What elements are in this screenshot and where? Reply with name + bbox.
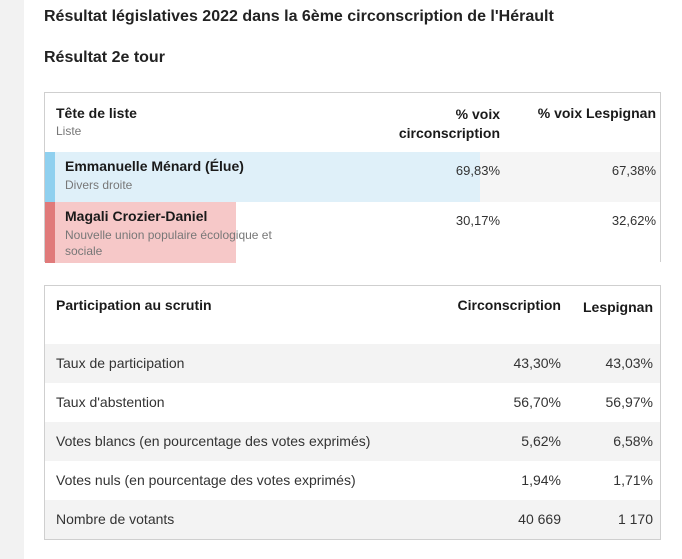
candidate-vote-city: 67,38% — [611, 163, 656, 178]
participation-row: Taux d'abstention 56,70% 56,97% — [45, 383, 660, 422]
row-value-circ: 56,70% — [513, 394, 561, 410]
vote-share-bar — [45, 152, 480, 202]
header-vote-city: % voix Lespignan — [537, 105, 656, 121]
header-vote-circ: % voix circonscription — [398, 106, 500, 141]
row-label: Votes nuls (en pourcentage des votes exp… — [56, 472, 356, 488]
participation-row: Taux de participation 43,30% 43,03% — [45, 344, 660, 383]
candidate-name: Emmanuelle Ménard (Élue) — [65, 158, 244, 174]
header-participation: Participation au scrutin — [56, 297, 212, 313]
header-circonscription: Circonscription — [457, 297, 561, 313]
page: Résultat législatives 2022 dans la 6ème … — [24, 0, 682, 559]
candidate-row: Magali Crozier-Daniel Nouvelle union pop… — [45, 202, 660, 263]
results-table-header: Tête de liste Liste % voix circonscripti… — [45, 93, 660, 152]
candidate-vote-circ: 30,17% — [455, 213, 500, 228]
section-subtitle: Résultat 2e tour — [44, 49, 165, 66]
party-color-stripe — [45, 202, 55, 263]
row-value-city: 56,97% — [605, 394, 653, 410]
row-value-circ: 5,62% — [521, 433, 561, 449]
candidate-vote-city: 32,62% — [611, 213, 656, 228]
row-label: Taux d'abstention — [56, 394, 165, 410]
row-value-city: 1 170 — [617, 511, 653, 527]
participation-table: Participation au scrutin Circonscription… — [44, 285, 661, 540]
candidate-name: Magali Crozier-Daniel — [65, 208, 208, 224]
candidate-party: Nouvelle union populaire écologique et s… — [65, 228, 272, 258]
row-label: Taux de participation — [56, 355, 185, 371]
candidate-party: Divers droite — [65, 178, 133, 192]
header-city: Lespignan — [582, 299, 653, 315]
candidate-vote-circ: 69,83% — [455, 163, 500, 178]
vote-share-bar — [45, 202, 236, 263]
row-value-circ: 43,30% — [513, 355, 561, 371]
participation-table-header: Participation au scrutin Circonscription… — [45, 286, 660, 344]
header-list-head: Tête de liste — [56, 105, 137, 121]
participation-row: Votes blancs (en pourcentage des votes e… — [45, 422, 660, 461]
party-color-stripe — [45, 152, 55, 202]
participation-row: Nombre de votants 40 669 1 170 — [45, 500, 660, 539]
row-label: Nombre de votants — [56, 511, 175, 527]
results-table: Tête de liste Liste % voix circonscripti… — [44, 92, 661, 263]
row-value-city: 1,71% — [613, 472, 653, 488]
row-value-city: 6,58% — [613, 433, 653, 449]
participation-row: Votes nuls (en pourcentage des votes exp… — [45, 461, 660, 500]
row-value-circ: 40 669 — [518, 511, 561, 527]
row-value-city: 43,03% — [605, 355, 653, 371]
row-value-circ: 1,94% — [521, 472, 561, 488]
page-title: Résultat législatives 2022 dans la 6ème … — [44, 8, 554, 25]
row-label: Votes blancs (en pourcentage des votes e… — [56, 433, 371, 449]
candidate-row: Emmanuelle Ménard (Élue) Divers droite 6… — [45, 152, 660, 202]
header-list-sub: Liste — [56, 124, 82, 138]
